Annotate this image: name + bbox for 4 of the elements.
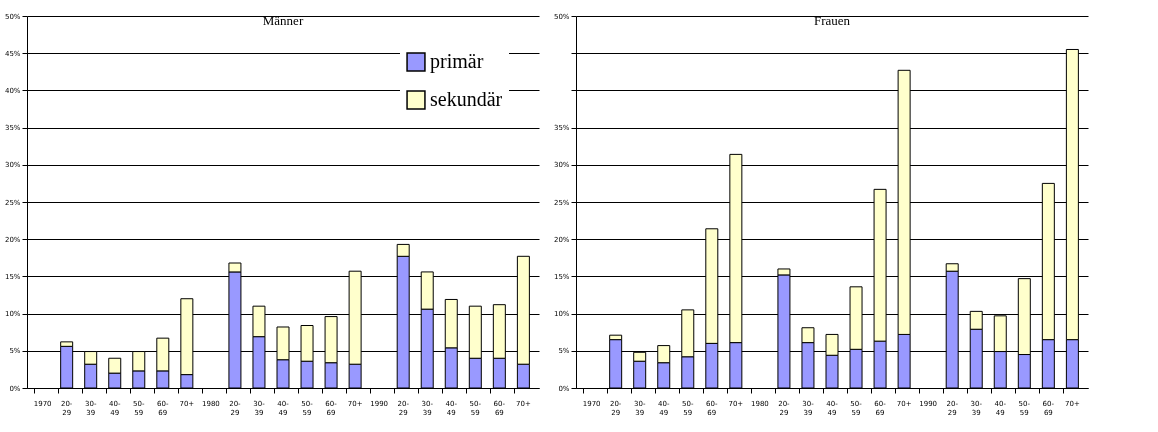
legend-label: primär xyxy=(430,50,484,73)
chart-title: Männer xyxy=(262,13,304,28)
legend-label: sekundär xyxy=(430,88,503,110)
chart-title: Frauen xyxy=(813,13,851,28)
